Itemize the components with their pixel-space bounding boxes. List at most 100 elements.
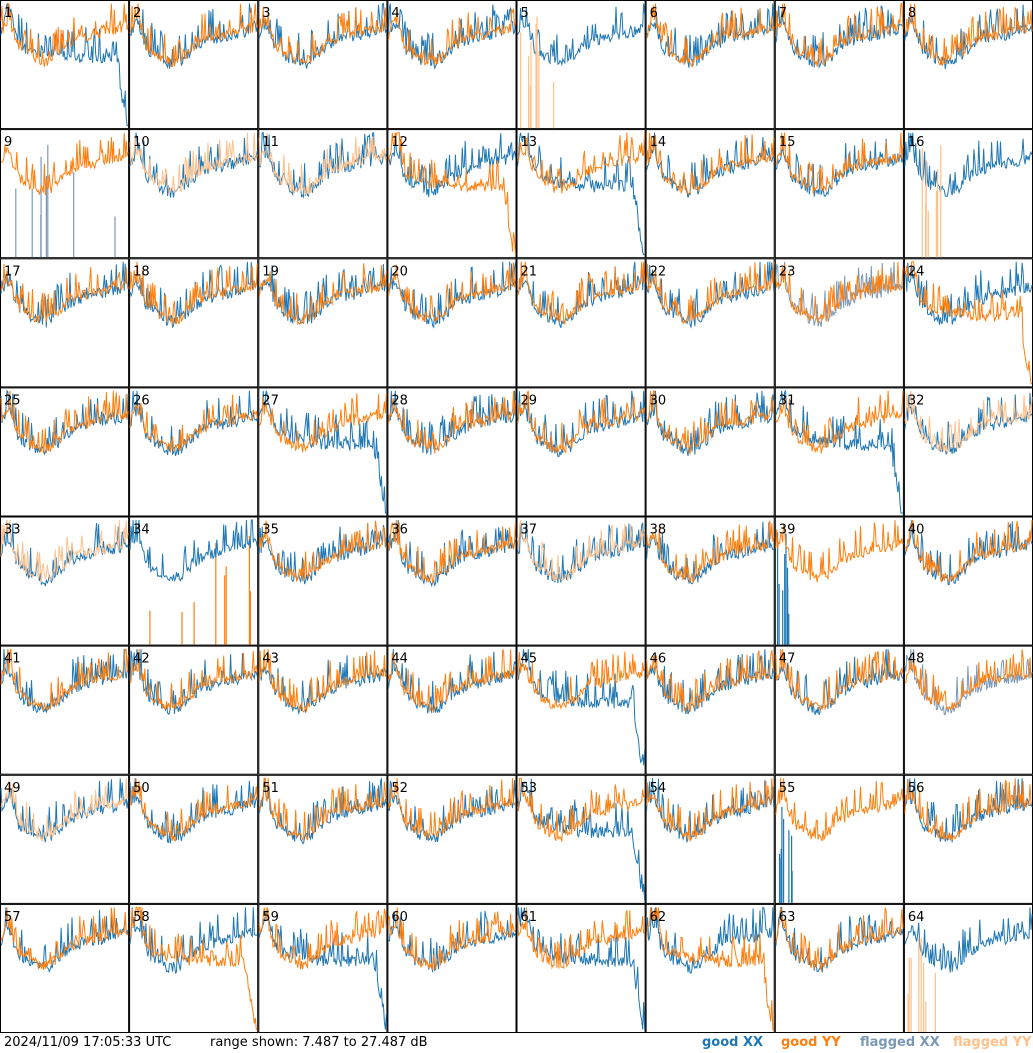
panel-frame bbox=[258, 516, 388, 646]
panel-frame bbox=[258, 387, 388, 517]
series-yy bbox=[904, 649, 1033, 711]
series-yy bbox=[0, 132, 129, 196]
panel-label: 63 bbox=[779, 910, 796, 925]
series-xx bbox=[0, 261, 129, 328]
panel-label: 51 bbox=[262, 781, 279, 796]
series-xx bbox=[517, 649, 646, 766]
panel-frame bbox=[0, 903, 130, 1033]
panel-23: 23 bbox=[774, 258, 904, 388]
series-yy bbox=[517, 132, 646, 194]
series-xx bbox=[775, 649, 904, 716]
panel-label: 59 bbox=[262, 910, 279, 925]
panel-frame bbox=[645, 0, 775, 130]
panel-44: 44 bbox=[387, 645, 517, 775]
panel-frame bbox=[645, 129, 775, 259]
panel-37: 37 bbox=[516, 516, 646, 646]
panel-12: 12 bbox=[387, 129, 517, 259]
panel-label: 42 bbox=[133, 652, 150, 667]
panel-frame bbox=[387, 645, 517, 775]
panel-frame bbox=[0, 774, 130, 904]
panel-36: 36 bbox=[387, 516, 517, 646]
panel-39: 39 bbox=[774, 516, 904, 646]
panel-8: 8 bbox=[903, 0, 1033, 130]
panel-43: 43 bbox=[258, 645, 388, 775]
panel-label: 55 bbox=[779, 781, 796, 796]
series-yy bbox=[258, 6, 387, 65]
series-yy bbox=[129, 3, 258, 67]
panel-frame bbox=[258, 903, 388, 1033]
series-yy bbox=[129, 906, 258, 1030]
panel-label: 7 bbox=[779, 6, 787, 21]
panel-label: 37 bbox=[521, 523, 538, 538]
series-yy bbox=[775, 261, 904, 324]
series-yy bbox=[646, 261, 775, 325]
series-yy bbox=[646, 132, 775, 195]
series-xx bbox=[775, 389, 903, 514]
panel-7: 7 bbox=[774, 0, 904, 130]
panel-33: 33 bbox=[0, 516, 130, 646]
panel-frame bbox=[774, 129, 904, 259]
panel-frame bbox=[516, 258, 646, 388]
panel-59: 59 bbox=[258, 903, 388, 1033]
panel-label: 9 bbox=[4, 135, 12, 150]
panel-frame bbox=[0, 645, 130, 775]
panel-frame bbox=[387, 387, 517, 517]
panel-5: 5 bbox=[516, 0, 646, 130]
panel-frame bbox=[774, 0, 904, 130]
panel-label: 43 bbox=[262, 652, 279, 667]
series-xx bbox=[904, 907, 1033, 973]
series-yy bbox=[387, 519, 516, 584]
panel-frame bbox=[774, 258, 904, 388]
panel-51: 51 bbox=[258, 774, 388, 904]
series-yy bbox=[904, 778, 1033, 841]
panel-frame bbox=[387, 903, 517, 1033]
panel-label: 56 bbox=[908, 781, 925, 796]
panel-38: 38 bbox=[645, 516, 775, 646]
series-xx bbox=[258, 390, 387, 514]
panel-label: 64 bbox=[908, 910, 925, 925]
panel-frame bbox=[129, 258, 259, 388]
panel-frame bbox=[516, 129, 646, 259]
series-yy bbox=[775, 132, 904, 194]
panel-29: 29 bbox=[516, 387, 646, 517]
panel-frame bbox=[903, 0, 1033, 130]
series-yy bbox=[904, 3, 1033, 66]
panel-24: 24 bbox=[903, 258, 1033, 388]
panel-label: 21 bbox=[521, 264, 538, 279]
panel-label: 45 bbox=[521, 652, 538, 667]
series-yy bbox=[0, 907, 129, 970]
series-yy bbox=[517, 651, 645, 710]
series-yy bbox=[646, 3, 775, 69]
series-yy bbox=[775, 390, 904, 454]
legend-good-xx: good XX bbox=[702, 1035, 764, 1050]
panel-label: 14 bbox=[650, 135, 667, 150]
panel-30: 30 bbox=[645, 387, 775, 517]
panel-label: 41 bbox=[4, 652, 21, 667]
series-xx bbox=[258, 2, 387, 69]
panel-frame bbox=[387, 774, 517, 904]
panel-20: 20 bbox=[387, 258, 517, 388]
series-yy bbox=[258, 392, 387, 453]
panel-14: 14 bbox=[645, 129, 775, 259]
panel-47: 47 bbox=[774, 645, 904, 775]
panel-21: 21 bbox=[516, 258, 646, 388]
series-yy bbox=[0, 648, 129, 712]
series-xx bbox=[646, 521, 774, 585]
panel-frame bbox=[0, 516, 130, 646]
panel-frame bbox=[516, 387, 646, 517]
panel-57: 57 bbox=[0, 903, 130, 1033]
panel-label: 38 bbox=[650, 523, 667, 538]
series-yy bbox=[387, 778, 516, 841]
panel-56: 56 bbox=[903, 774, 1033, 904]
series-yy bbox=[387, 649, 516, 714]
panel-label: 3 bbox=[262, 6, 270, 21]
series-xx bbox=[517, 390, 646, 458]
panel-3: 3 bbox=[258, 0, 388, 130]
panel-frame bbox=[516, 903, 646, 1033]
panel-6: 6 bbox=[645, 0, 775, 130]
panel-13: 13 bbox=[516, 129, 646, 259]
panel-label: 46 bbox=[650, 652, 667, 667]
panel-19: 19 bbox=[258, 258, 388, 388]
panel-frame bbox=[774, 516, 904, 646]
panel-49: 49 bbox=[0, 774, 130, 904]
